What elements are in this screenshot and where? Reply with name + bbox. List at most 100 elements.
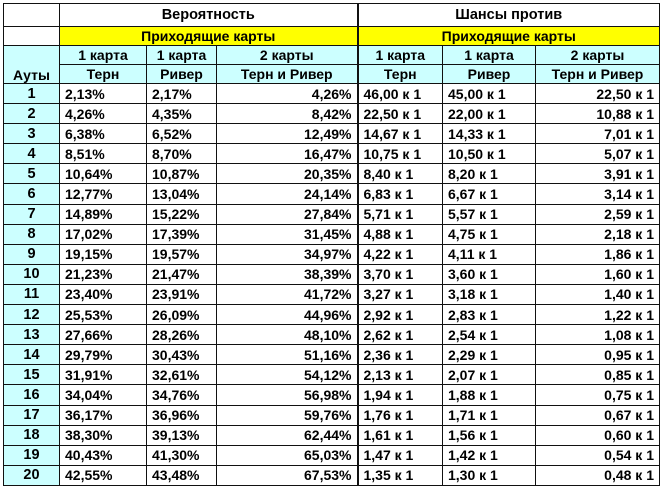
outs-cell: 1 bbox=[3, 82, 60, 105]
incoming-cards-probability-header: Приходящие карты bbox=[59, 26, 359, 46]
odds-one-card-turn-header: 1 карта bbox=[357, 45, 443, 65]
odds-river-cell: 2,54 к 1 bbox=[442, 324, 536, 346]
odds-turn-river-cell: 0,54 к 1 bbox=[535, 444, 660, 466]
prob-turn-cell: 14,89% bbox=[59, 203, 147, 225]
prob-river-cell: 23,91% bbox=[146, 283, 217, 306]
odds-turn-cell: 5,71 к 1 bbox=[357, 203, 443, 225]
odds-turn-river-cell: 5,07 к 1 bbox=[535, 143, 660, 165]
table-row: 15 31,91% 32,61% 54,12% 2,13 к 1 2,07 к 1 0,85… bbox=[3, 364, 660, 386]
outs-cell: 19 bbox=[3, 444, 60, 466]
prob-turn-cell: 25,53% bbox=[59, 304, 147, 326]
odds-turn-cell: 4,22 к 1 bbox=[357, 243, 443, 265]
prob-turn-river-cell: 59,76% bbox=[216, 404, 359, 426]
table-row: 6 12,77% 13,04% 24,14% 6,83 к 1 6,67 к 1 3,14 … bbox=[3, 183, 660, 205]
prob-turn-cell: 29,79% bbox=[59, 344, 147, 366]
table-row: 1 2,13% 2,17% 4,26% 46,00 к 1 45,00 к 1 22,50 … bbox=[3, 82, 660, 105]
odds-turn-cell: 3,27 к 1 bbox=[357, 283, 443, 306]
odds-turn-cell: 1,47 к 1 bbox=[357, 444, 443, 466]
prob-turn-cell: 19,15% bbox=[59, 243, 147, 265]
odds-river-cell: 4,75 к 1 bbox=[442, 223, 536, 245]
odds-turn-river-cell: 1,60 к 1 bbox=[535, 263, 660, 285]
prob-turn-river-cell: 41,72% bbox=[216, 283, 359, 306]
table-header: Вероятность Шансы против Приходящие карт… bbox=[3, 3, 660, 84]
odds-river-cell: 4,11 к 1 bbox=[442, 243, 536, 265]
table-row: 17 36,17% 36,96% 59,76% 1,76 к 1 1,71 к 1 0,67… bbox=[3, 404, 660, 426]
odds-turn-river-cell: 22,50 к 1 bbox=[535, 82, 660, 105]
prob-river-cell: 8,70% bbox=[146, 143, 217, 165]
prob-river-cell: 6,52% bbox=[146, 123, 217, 145]
odds-turn-cell: 2,92 к 1 bbox=[357, 304, 443, 326]
odds-turn-cell: 14,67 к 1 bbox=[357, 123, 443, 145]
outs-cell: 2 bbox=[3, 103, 60, 125]
prob-turn-river-cell: 67,53% bbox=[216, 464, 359, 486]
prob-one-card-turn-header: 1 карта bbox=[59, 45, 147, 65]
odds-turn-cell: 4,88 к 1 bbox=[357, 223, 443, 245]
prob-turn-cell: 8,51% bbox=[59, 143, 147, 165]
outs-cell: 3 bbox=[3, 123, 60, 145]
odds-turn-river-cell: 0,48 к 1 bbox=[535, 464, 660, 486]
odds-turn-and-river-header: Терн и Ривер bbox=[535, 64, 660, 84]
odds-turn-river-cell: 2,18 к 1 bbox=[535, 223, 660, 245]
odds-turn-river-cell: 0,67 к 1 bbox=[535, 404, 660, 426]
odds-turn-cell: 2,36 к 1 bbox=[357, 344, 443, 366]
prob-turn-river-cell: 54,12% bbox=[216, 364, 359, 386]
prob-river-header: Ривер bbox=[146, 64, 217, 84]
odds-turn-river-cell: 10,88 к 1 bbox=[535, 103, 660, 125]
prob-turn-river-cell: 44,96% bbox=[216, 304, 359, 326]
prob-river-cell: 10,87% bbox=[146, 163, 217, 185]
outs-cell: 13 bbox=[3, 324, 60, 346]
table-row: 13 27,66% 28,26% 48,10% 2,62 к 1 2,54 к 1 1,08… bbox=[3, 324, 660, 346]
table-row: 8 17,02% 17,39% 31,45% 4,88 к 1 4,75 к 1 2,18 … bbox=[3, 223, 660, 245]
prob-turn-river-cell: 20,35% bbox=[216, 163, 359, 185]
odds-turn-cell: 3,70 к 1 bbox=[357, 263, 443, 285]
odds-turn-cell: 10,75 к 1 bbox=[357, 143, 443, 165]
odds-river-cell: 1,30 к 1 bbox=[442, 464, 536, 486]
odds-river-cell: 5,57 к 1 bbox=[442, 203, 536, 225]
outs-cell: 18 bbox=[3, 424, 60, 446]
prob-turn-river-cell: 12,49% bbox=[216, 123, 359, 145]
prob-river-cell: 17,39% bbox=[146, 223, 217, 245]
table-row: 11 23,40% 23,91% 41,72% 3,27 к 1 3,18 к 1 1,40… bbox=[3, 283, 660, 306]
odds-turn-cell: 46,00 к 1 bbox=[357, 82, 443, 105]
prob-river-cell: 26,09% bbox=[146, 304, 217, 326]
prob-turn-river-cell: 65,03% bbox=[216, 444, 359, 466]
odds-river-cell: 6,67 к 1 bbox=[442, 183, 536, 205]
prob-one-card-river-header: 1 карта bbox=[146, 45, 217, 65]
odds-turn-river-cell: 1,40 к 1 bbox=[535, 283, 660, 306]
prob-turn-river-cell: 4,26% bbox=[216, 82, 359, 105]
prob-turn-header: Терн bbox=[59, 64, 147, 84]
odds-turn-cell: 2,62 к 1 bbox=[357, 324, 443, 346]
prob-turn-cell: 36,17% bbox=[59, 404, 147, 426]
prob-turn-river-cell: 31,45% bbox=[216, 223, 359, 245]
table-row: 10 21,23% 21,47% 38,39% 3,70 к 1 3,60 к 1 1,60… bbox=[3, 263, 660, 285]
prob-river-cell: 30,43% bbox=[146, 344, 217, 366]
odds-turn-river-cell: 3,14 к 1 bbox=[535, 183, 660, 205]
outs-cell: 14 bbox=[3, 344, 60, 366]
odds-turn-river-cell: 0,60 к 1 bbox=[535, 424, 660, 446]
outs-column-header: Ауты bbox=[3, 45, 60, 84]
header-blank-cell bbox=[3, 3, 60, 27]
odds-two-cards-header: 2 карты bbox=[535, 45, 660, 65]
odds-river-cell: 1,88 к 1 bbox=[442, 384, 536, 406]
header-blank-cell-2 bbox=[3, 26, 60, 46]
outs-cell: 20 bbox=[3, 464, 60, 486]
outs-cell: 9 bbox=[3, 243, 60, 265]
outs-odds-table-container: Вероятность Шансы против Приходящие карт… bbox=[3, 3, 660, 486]
prob-turn-river-cell: 8,42% bbox=[216, 103, 359, 125]
prob-turn-river-cell: 24,14% bbox=[216, 183, 359, 205]
table-row: 14 29,79% 30,43% 51,16% 2,36 к 1 2,29 к 1 0,95… bbox=[3, 344, 660, 366]
prob-river-cell: 2,17% bbox=[146, 82, 217, 105]
prob-river-cell: 28,26% bbox=[146, 324, 217, 346]
outs-cell: 16 bbox=[3, 384, 60, 406]
outs-cell: 8 bbox=[3, 223, 60, 245]
odds-turn-cell: 1,35 к 1 bbox=[357, 464, 443, 486]
outs-cell: 11 bbox=[3, 283, 60, 306]
odds-turn-header: Терн bbox=[357, 64, 443, 84]
odds-turn-cell: 6,83 к 1 bbox=[357, 183, 443, 205]
table-row: 16 34,04% 34,76% 56,98% 1,94 к 1 1,88 к 1 0,75… bbox=[3, 384, 660, 406]
prob-river-cell: 34,76% bbox=[146, 384, 217, 406]
prob-river-cell: 19,57% bbox=[146, 243, 217, 265]
odds-river-cell: 2,29 к 1 bbox=[442, 344, 536, 366]
odds-turn-river-cell: 0,95 к 1 bbox=[535, 344, 660, 366]
odds-turn-river-cell: 7,01 к 1 bbox=[535, 123, 660, 145]
